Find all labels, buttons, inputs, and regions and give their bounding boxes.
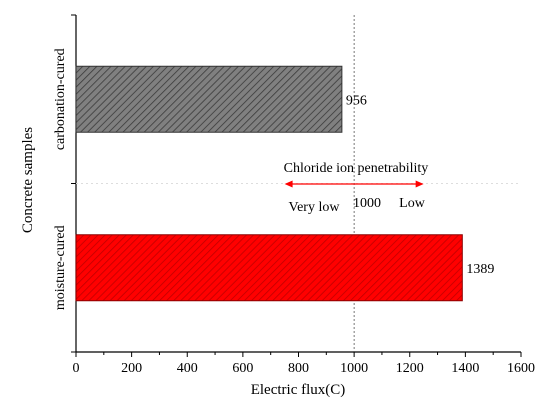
arrow-head-left bbox=[284, 180, 293, 188]
x-tick-label-1000: 1000 bbox=[340, 361, 368, 376]
annotation-title: Chloride ion penetrability bbox=[284, 161, 429, 176]
y-axis-ticks: carbonation-cured moisture-cured bbox=[53, 14, 76, 353]
annotation-left-label: Very low bbox=[289, 200, 341, 215]
x-axis-ticks: 0 200 400 600 800 1000 1200 1400 1600 bbox=[73, 352, 535, 376]
data-label-moisture-cured: 1389 bbox=[466, 262, 494, 277]
x-tick-label-1400: 1400 bbox=[451, 361, 479, 376]
x-tick-label-400: 400 bbox=[177, 361, 198, 376]
x-tick-label-200: 200 bbox=[121, 361, 142, 376]
penetrability-annotation: Chloride ion penetrability Very low 1000… bbox=[284, 161, 429, 215]
arrow-head-right bbox=[415, 180, 424, 188]
bar-moisture-cured bbox=[75, 234, 463, 302]
data-labels: 956 1389 bbox=[346, 93, 494, 277]
y-axis-title: Concrete samples bbox=[20, 127, 36, 233]
bars bbox=[75, 65, 463, 302]
annotation-center-label: 1000 bbox=[353, 196, 381, 211]
x-tick-label-800: 800 bbox=[288, 361, 309, 376]
data-label-carbonation-cured: 956 bbox=[346, 93, 367, 108]
x-tick-label-0: 0 bbox=[73, 361, 80, 376]
annotation-right-label: Low bbox=[399, 196, 426, 211]
x-tick-label-600: 600 bbox=[232, 361, 253, 376]
y-tick-label-carbonation-cured: carbonation-cured bbox=[53, 48, 68, 150]
y-tick-label-moisture-cured: moisture-cured bbox=[53, 225, 68, 310]
x-axis-title: Electric flux(C) bbox=[251, 382, 346, 398]
annotation-arrow bbox=[284, 180, 424, 188]
bar-carbonation-cured bbox=[75, 65, 343, 133]
x-tick-label-1600: 1600 bbox=[507, 361, 535, 376]
x-tick-label-1200: 1200 bbox=[396, 361, 424, 376]
